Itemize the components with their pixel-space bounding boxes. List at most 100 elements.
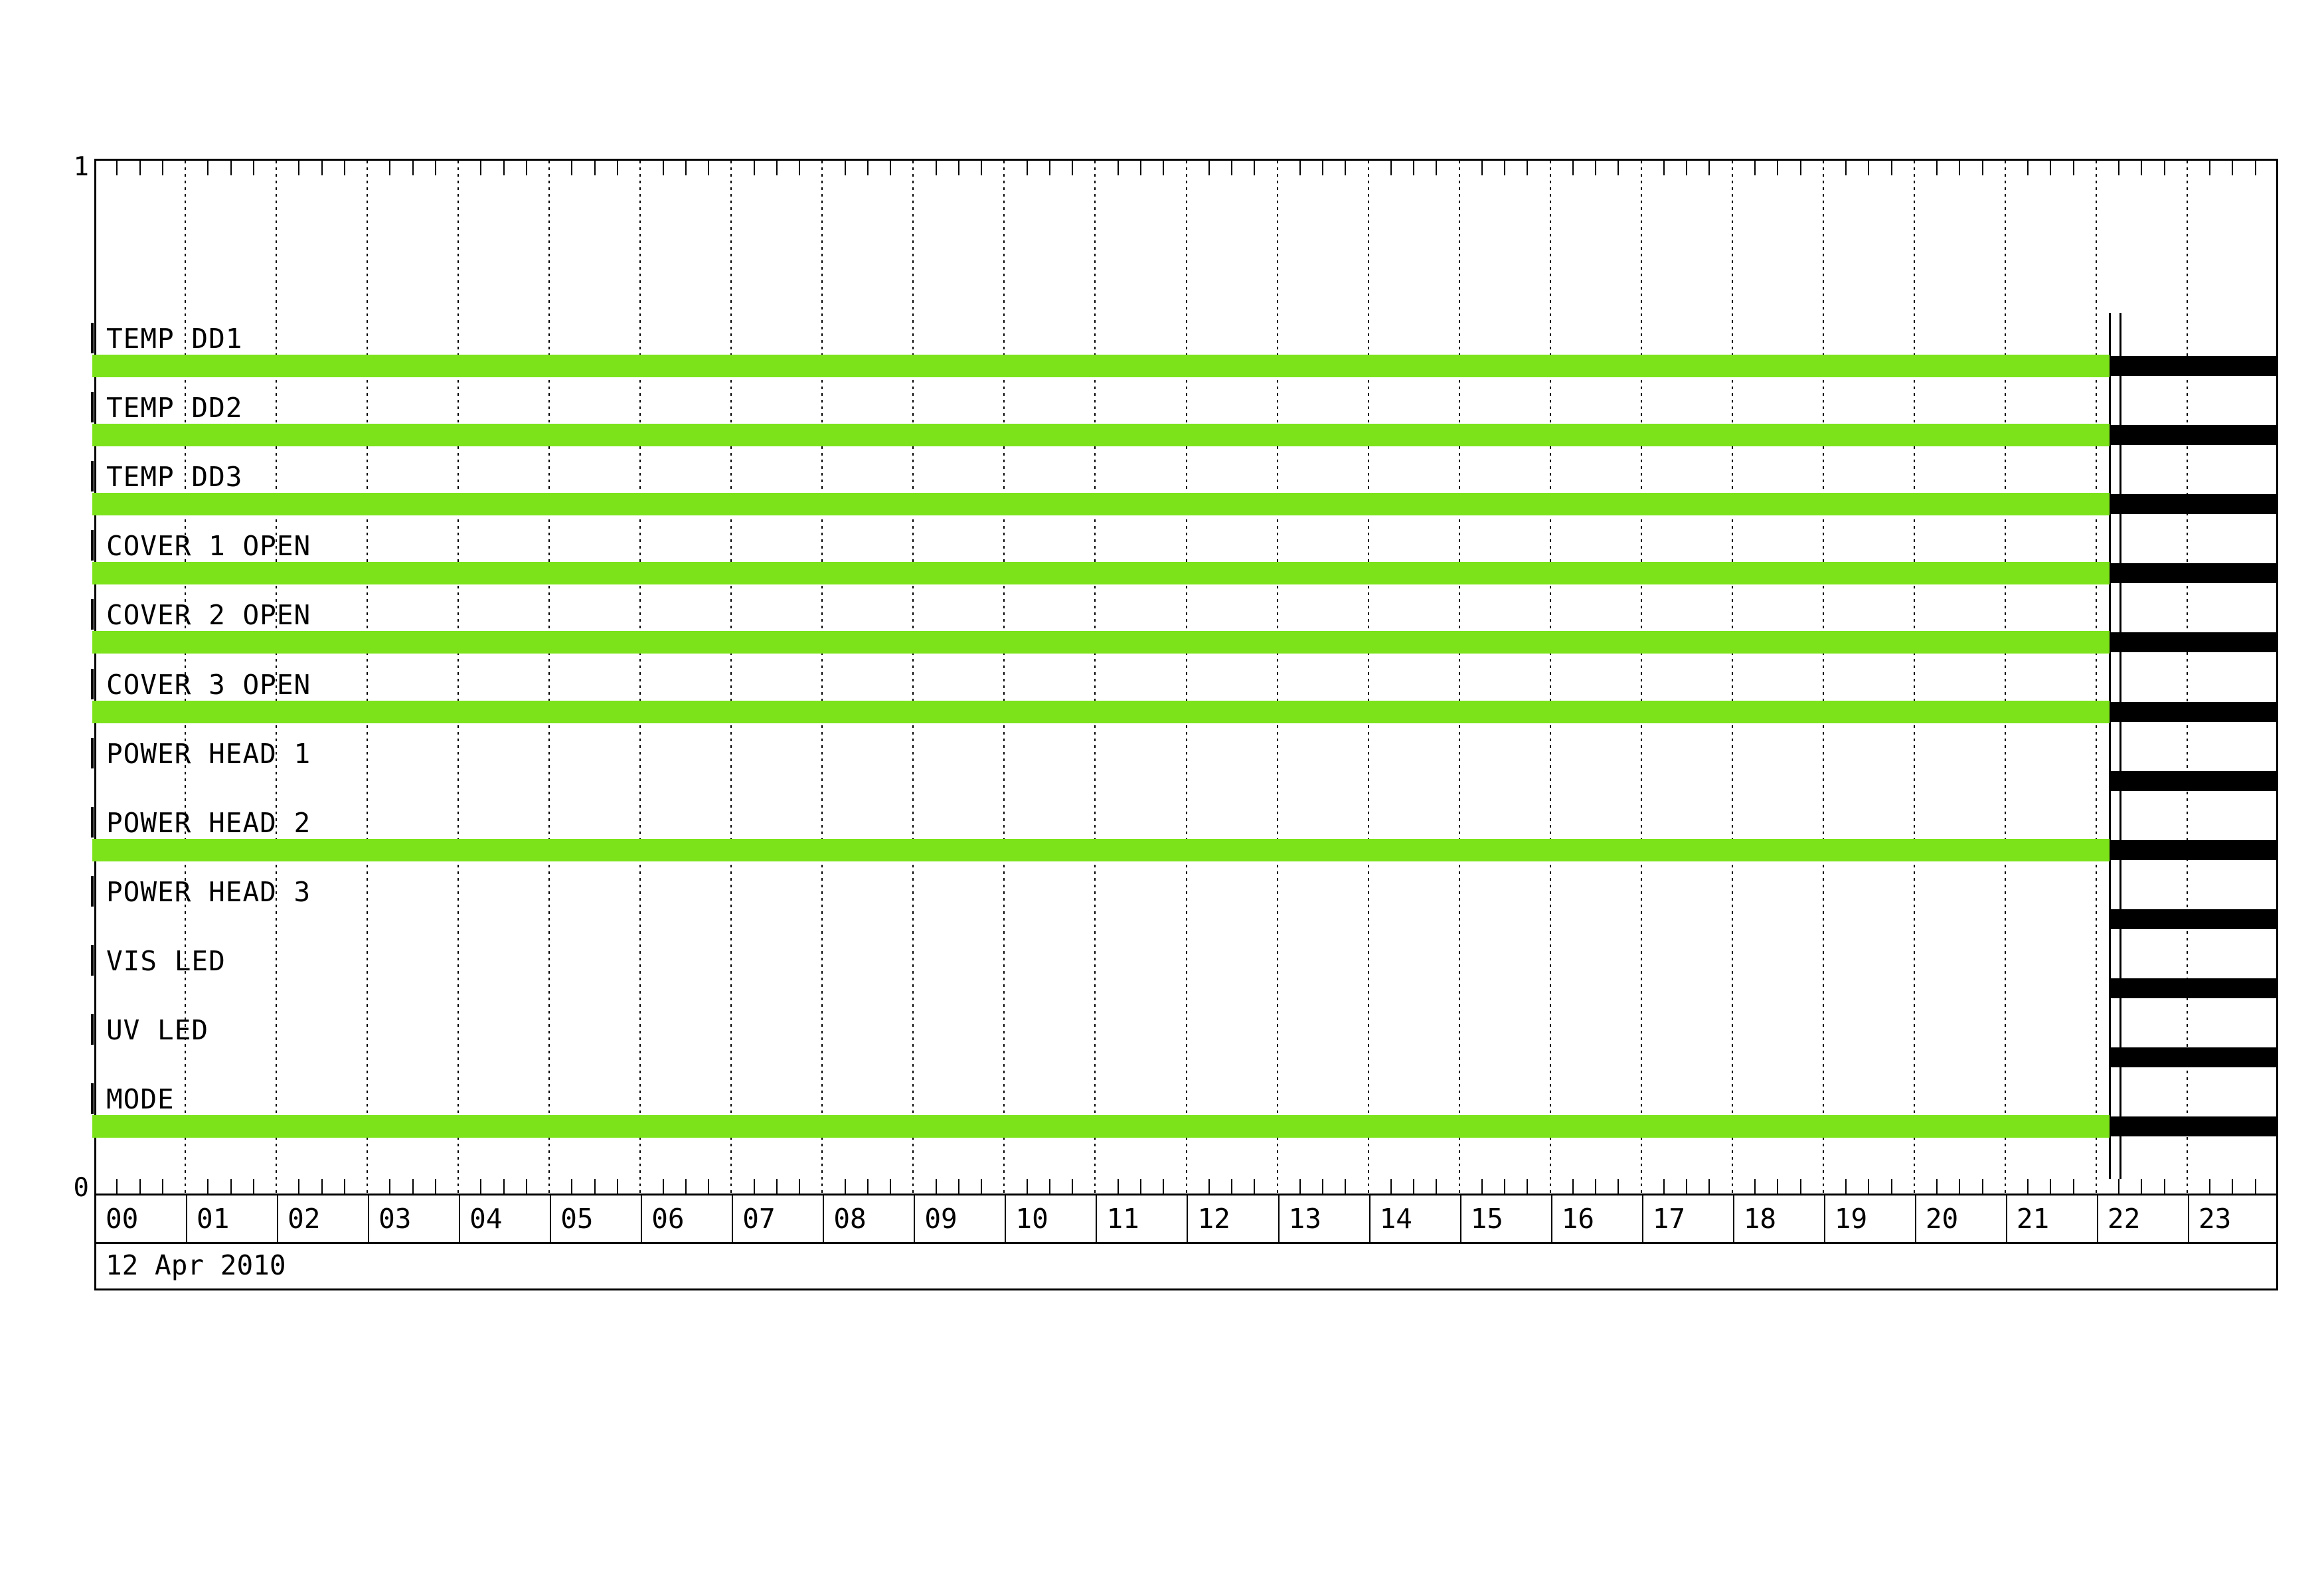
state-bar-nodata (2110, 978, 2278, 998)
minor-tick-bottom (1163, 1179, 1165, 1194)
minor-tick-top (1754, 161, 1756, 175)
minor-tick-bottom (1048, 1179, 1050, 1194)
minor-tick-bottom (343, 1179, 345, 1194)
gridline-hour-05 (548, 161, 550, 1194)
minor-tick-top (1208, 161, 1210, 175)
minor-tick-bottom (571, 1179, 573, 1194)
minor-tick-bottom (412, 1179, 414, 1194)
minor-tick-top (343, 161, 345, 175)
row-axis-tick (91, 807, 94, 838)
row-label: MODE (106, 1083, 175, 1115)
minor-tick-bottom (161, 1179, 163, 1194)
minor-tick-top (1890, 161, 1892, 175)
row-label: COVER 1 OPEN (106, 530, 311, 562)
gridline-hour-11 (1094, 161, 1096, 1194)
minor-tick-bottom (2027, 1179, 2029, 1194)
minor-tick-bottom (252, 1179, 254, 1194)
hour-cell-08: 08 (824, 1196, 916, 1242)
minor-tick-bottom (1299, 1179, 1301, 1194)
minor-tick-top (1163, 161, 1165, 175)
minor-tick-bottom (1504, 1179, 1506, 1194)
state-bar-active (92, 424, 2110, 446)
row-axis-tick (91, 323, 94, 353)
hour-cell-18: 18 (1734, 1196, 1825, 1242)
minor-tick-bottom (1981, 1179, 1983, 1194)
gridline-hour-23 (2186, 161, 2188, 1194)
minor-tick-top (1026, 161, 1028, 175)
hour-cell-00: 00 (96, 1196, 188, 1242)
minor-tick-bottom (139, 1179, 141, 1194)
minor-tick-top (1572, 161, 1574, 175)
time-marker-line (2119, 313, 2121, 1179)
state-bar-nodata (2110, 909, 2278, 929)
minor-tick-top (1868, 161, 1870, 175)
state-bar-active (92, 355, 2110, 377)
minor-tick-top (1413, 161, 1415, 175)
minor-tick-top (1777, 161, 1779, 175)
minor-tick-bottom (2254, 1179, 2256, 1194)
minor-tick-bottom (662, 1179, 664, 1194)
row-axis-tick (91, 945, 94, 976)
gridline-hour-22 (2095, 161, 2097, 1194)
minor-tick-top (2027, 161, 2029, 175)
hour-cell-17: 17 (1643, 1196, 1734, 1242)
minor-tick-bottom (503, 1179, 505, 1194)
minor-tick-top (935, 161, 937, 175)
hour-axis-row: 00 01 02 03 04 05 06 07 08 09 10 11 12 13 14 15 16 17 18 19… (94, 1196, 2278, 1244)
minor-tick-top (2254, 161, 2256, 175)
minor-tick-bottom (753, 1179, 755, 1194)
minor-tick-bottom (685, 1179, 687, 1194)
minor-tick-top (799, 161, 801, 175)
minor-tick-top (867, 161, 869, 175)
minor-tick-top (776, 161, 778, 175)
minor-tick-bottom (1959, 1179, 1961, 1194)
state-bar-active (92, 562, 2110, 584)
y-axis-top-label: 1 (73, 152, 89, 182)
state-bar-nodata (2110, 702, 2278, 722)
minor-tick-top (1345, 161, 1347, 175)
minor-tick-bottom (1595, 1179, 1597, 1194)
minor-tick-bottom (1436, 1179, 1438, 1194)
hour-cell-02: 02 (278, 1196, 370, 1242)
minor-tick-top (1231, 161, 1233, 175)
row-axis-tick (91, 1083, 94, 1114)
state-bar-nodata (2110, 1116, 2278, 1136)
gridline-hour-10 (1003, 161, 1005, 1194)
minor-tick-top (2050, 161, 2052, 175)
gridline-hour-04 (457, 161, 459, 1194)
row-axis-tick (91, 392, 94, 422)
minor-tick-top (1845, 161, 1847, 175)
gridline-hour-17 (1640, 161, 1642, 1194)
row-label: TEMP DD3 (106, 461, 243, 493)
minor-tick-bottom (1777, 1179, 1779, 1194)
minor-tick-bottom (207, 1179, 209, 1194)
state-bar-active (92, 839, 2110, 861)
minor-tick-top (1299, 161, 1301, 175)
minor-tick-top (1117, 161, 1119, 175)
row-label: TEMP DD2 (106, 392, 243, 424)
gridline-hour-02 (276, 161, 278, 1194)
hour-cell-16: 16 (1552, 1196, 1643, 1242)
state-bar-nodata (2110, 563, 2278, 583)
minor-tick-top (1936, 161, 1938, 175)
minor-tick-top (412, 161, 414, 175)
gridline-hour-19 (1822, 161, 1824, 1194)
minor-tick-bottom (1663, 1179, 1665, 1194)
state-bar-active (92, 701, 2110, 723)
minor-tick-top (662, 161, 664, 175)
minor-tick-bottom (594, 1179, 596, 1194)
hour-cell-03: 03 (369, 1196, 461, 1242)
minor-tick-top (981, 161, 983, 175)
minor-tick-top (616, 161, 618, 175)
minor-tick-top (1527, 161, 1529, 175)
minor-tick-bottom (1799, 1179, 1801, 1194)
hour-cell-14: 14 (1370, 1196, 1461, 1242)
minor-tick-top (1072, 161, 1074, 175)
row-axis-tick (91, 461, 94, 491)
minor-tick-bottom (776, 1179, 778, 1194)
minor-tick-bottom (2232, 1179, 2234, 1194)
gridline-hour-07 (730, 161, 732, 1194)
row-label: POWER HEAD 1 (106, 738, 311, 770)
minor-tick-bottom (616, 1179, 618, 1194)
